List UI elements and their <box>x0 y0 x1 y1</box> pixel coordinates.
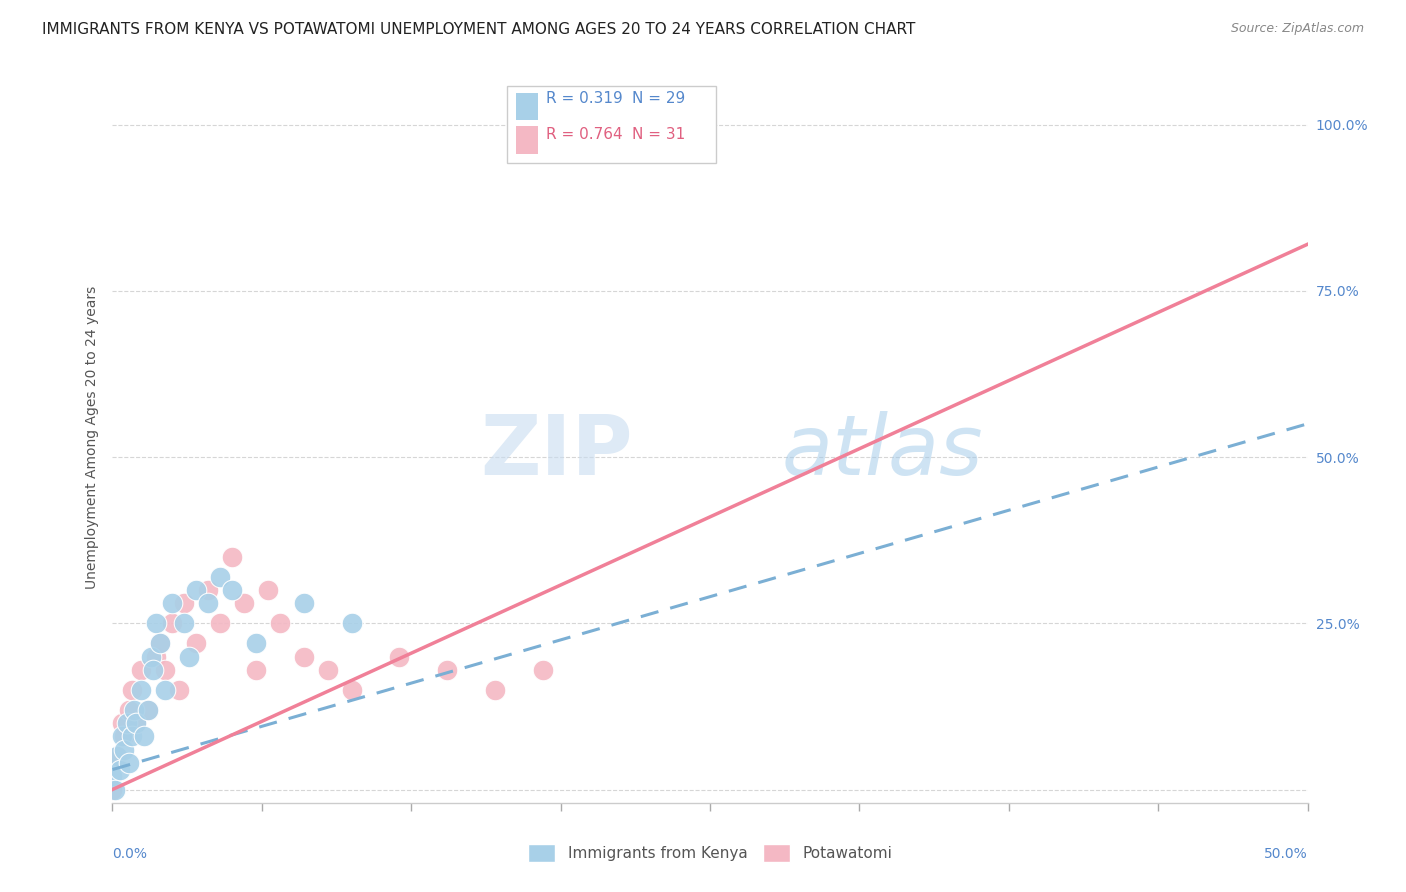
Text: IMMIGRANTS FROM KENYA VS POTAWATOMI UNEMPLOYMENT AMONG AGES 20 TO 24 YEARS CORRE: IMMIGRANTS FROM KENYA VS POTAWATOMI UNEM… <box>42 22 915 37</box>
Point <box>121 729 143 743</box>
Point <box>118 703 141 717</box>
Point <box>101 769 124 783</box>
Point <box>105 749 128 764</box>
FancyBboxPatch shape <box>508 86 716 163</box>
Point <box>173 596 195 610</box>
Point <box>340 616 363 631</box>
Point <box>149 636 172 650</box>
Point <box>129 682 152 697</box>
Point <box>149 636 172 650</box>
Point <box>162 616 183 631</box>
Point <box>173 616 195 631</box>
Point <box>118 756 141 770</box>
Point <box>257 582 280 597</box>
Point <box>111 729 134 743</box>
Point <box>114 729 135 743</box>
Point <box>292 649 315 664</box>
Point <box>125 716 148 731</box>
Point <box>104 782 127 797</box>
Legend: Immigrants from Kenya, Potawatomi: Immigrants from Kenya, Potawatomi <box>522 838 898 868</box>
Point <box>316 663 339 677</box>
Point <box>177 649 200 664</box>
Point <box>115 716 138 731</box>
Point <box>142 663 165 677</box>
Point <box>484 682 506 697</box>
Point <box>221 582 243 597</box>
Text: ZIP: ZIP <box>479 411 633 492</box>
Point <box>579 118 602 132</box>
Text: N = 31: N = 31 <box>633 128 686 143</box>
Point <box>221 549 243 564</box>
Point <box>138 703 160 717</box>
Point <box>340 682 363 697</box>
Point <box>111 716 134 731</box>
Point <box>388 649 411 664</box>
FancyBboxPatch shape <box>516 126 538 154</box>
Text: Source: ZipAtlas.com: Source: ZipAtlas.com <box>1230 22 1364 36</box>
Point <box>138 703 160 717</box>
Point <box>245 663 267 677</box>
Point <box>145 616 167 631</box>
Point <box>169 682 191 697</box>
Point <box>145 649 167 664</box>
Point <box>162 596 183 610</box>
Text: atlas: atlas <box>782 411 983 492</box>
Point <box>233 596 256 610</box>
Point <box>101 782 124 797</box>
Text: R = 0.764: R = 0.764 <box>547 128 623 143</box>
Point <box>245 636 267 650</box>
Point <box>209 570 232 584</box>
Point <box>129 663 152 677</box>
Point <box>186 582 208 597</box>
Text: 0.0%: 0.0% <box>112 847 148 861</box>
Point <box>209 616 232 631</box>
Point <box>132 729 155 743</box>
Point <box>153 682 176 697</box>
Point <box>197 582 219 597</box>
Point <box>105 749 128 764</box>
Point <box>108 763 131 777</box>
Point <box>186 636 208 650</box>
Text: 50.0%: 50.0% <box>1264 847 1308 861</box>
Text: R = 0.319: R = 0.319 <box>547 91 623 106</box>
Y-axis label: Unemployment Among Ages 20 to 24 years: Unemployment Among Ages 20 to 24 years <box>84 285 98 589</box>
Point <box>292 596 315 610</box>
Point <box>436 663 458 677</box>
Point <box>153 663 176 677</box>
Point <box>197 596 219 610</box>
Point <box>125 716 148 731</box>
Point <box>114 742 135 756</box>
Text: N = 29: N = 29 <box>633 91 686 106</box>
Point <box>531 663 554 677</box>
Point <box>122 703 145 717</box>
Point <box>121 682 143 697</box>
Point <box>139 649 162 664</box>
FancyBboxPatch shape <box>516 93 538 120</box>
Point <box>269 616 291 631</box>
